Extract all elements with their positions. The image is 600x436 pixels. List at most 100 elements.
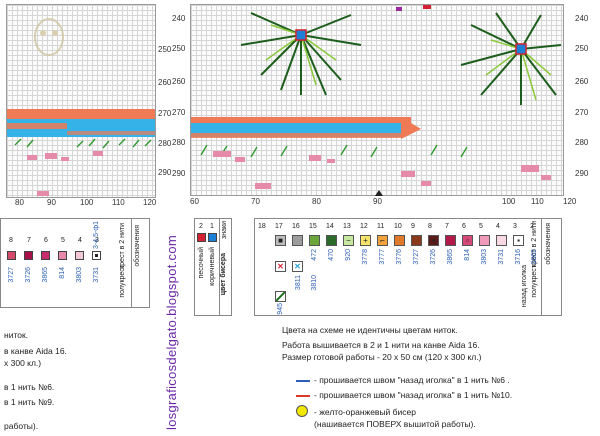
color-swatch — [24, 251, 33, 260]
note-line-3: Размер готовой работы - 20 х 50 см (120 … — [282, 352, 482, 362]
right-legend-code: 3716 — [515, 249, 522, 265]
bead-number: 1 — [210, 223, 214, 230]
right-legend-number: 7 — [445, 223, 449, 230]
bead-swatch-red — [197, 233, 206, 242]
left-legend-code: 3726 — [25, 267, 32, 283]
right-legend-extra-code: 945 — [277, 303, 284, 315]
right-legend-extra-code: 3811 — [295, 275, 302, 291]
symbol-swatch: + — [360, 235, 371, 246]
right-col-label: 110 — [531, 197, 544, 206]
red-backstitch-line — [296, 395, 310, 397]
right-row-label-left: 280 — [172, 138, 186, 147]
left-note-fragment: ниток. — [4, 330, 29, 340]
left-legend-number: 3 — [95, 237, 99, 244]
right-legend-number: 2 — [530, 223, 534, 230]
symbol-swatch — [326, 235, 337, 246]
left-row-label: 290 — [158, 168, 172, 177]
bead-legend-table: знаки цвет бисера 2 1 песочный коричневы… — [194, 218, 232, 316]
right-legend-number: 12 — [360, 223, 368, 230]
bead-legend-col1: знаки — [221, 221, 228, 239]
right-col-label: 90 — [373, 197, 382, 206]
right-legend-code: 3865 — [447, 249, 454, 265]
color-swatch — [75, 251, 84, 260]
left-legend-code: 3803 — [76, 267, 83, 283]
symbol-swatch — [292, 235, 303, 246]
symbol-swatch: ▪ — [428, 235, 439, 246]
color-swatch — [58, 251, 67, 260]
bead-label: коричневый — [209, 247, 216, 286]
right-row-label-left: 240 — [172, 14, 186, 23]
right-col-label: 120 — [563, 197, 577, 206]
right-legend-code: 3778 — [362, 249, 369, 265]
right-row-label-left: 270 — [172, 108, 186, 117]
right-legend-header: полукрест — [531, 265, 538, 298]
cross-symbol-blue: ✕ — [292, 261, 303, 272]
right-legend-number: 11 — [377, 223, 385, 230]
left-legend-code: 3727 — [8, 267, 15, 283]
color-swatch — [7, 251, 16, 260]
note-line-5: - прошивается швом "назад иголка" в 1 ни… — [314, 390, 513, 400]
right-legend-code: 3731 — [498, 249, 505, 265]
right-legend-number: 15 — [309, 223, 317, 230]
symbol-swatch — [394, 235, 405, 246]
symbol-swatch: − — [343, 235, 354, 246]
right-row-label-right: 270 — [575, 108, 589, 117]
left-legend-number: 6 — [44, 237, 48, 244]
right-legend-number: 4 — [496, 223, 500, 230]
left-col-label: 80 — [15, 198, 24, 207]
right-col-label: 70 — [251, 197, 260, 206]
blue-backstitch-line — [296, 380, 310, 382]
right-legend-number: 9 — [411, 223, 415, 230]
right-legend-code: 3777 — [379, 249, 386, 265]
right-chart-artwork — [191, 5, 562, 189]
symbol-swatch — [479, 235, 490, 246]
cross-symbol-red: ✕ — [275, 261, 286, 272]
backstitch-symbol — [275, 291, 286, 302]
right-col-label: 80 — [312, 197, 321, 206]
right-legend-number: 6 — [462, 223, 466, 230]
left-legend-header: обозначения — [134, 225, 141, 267]
right-row-label-left: 250 — [172, 44, 186, 53]
left-col-label: 120 — [143, 198, 157, 207]
right-legend-code: 3727 — [413, 249, 420, 265]
right-legend-code: 814 — [464, 249, 471, 261]
left-chart-grid — [6, 4, 156, 198]
symbol-swatch: ⌐ — [377, 235, 388, 246]
right-col-label: 100 — [502, 197, 516, 206]
symbol-swatch — [496, 235, 507, 246]
right-legend-number: 8 — [428, 223, 432, 230]
note-line-4: - прошивается швом "назад иголка" в 1 ни… — [314, 375, 510, 385]
left-row-label: 280 — [158, 139, 172, 148]
note-line-1: Цвета на схеме не идентичны цветам ниток… — [282, 325, 458, 335]
right-legend-code: 472 — [311, 249, 318, 261]
left-row-label: 260 — [158, 78, 172, 87]
right-row-label-right: 280 — [575, 138, 589, 147]
right-row-label-right: 260 — [575, 77, 589, 86]
left-chart-artwork — [7, 18, 155, 196]
right-legend-code: 470 — [328, 249, 335, 261]
right-legend-code: 920 — [345, 249, 352, 261]
left-note-fragment: х 300 кл.) — [4, 358, 42, 368]
right-legend-number: 10 — [394, 223, 402, 230]
right-legend-number: 5 — [479, 223, 483, 230]
left-legend-number: 7 — [27, 237, 31, 244]
right-row-label-right: 290 — [575, 169, 589, 178]
right-row-label-right: 240 — [575, 14, 589, 23]
right-legend-code: 3803 — [481, 249, 488, 265]
left-legend-code: 3731 — [93, 267, 100, 283]
left-note-fragment: в 1 нить №6. — [4, 382, 55, 392]
bead-legend-title: цвет бисера — [220, 253, 227, 296]
right-legend-number: 17 — [275, 223, 283, 230]
color-swatch — [41, 251, 50, 260]
right-legend-number: 16 — [292, 223, 300, 230]
left-note-fragment: работы). — [4, 421, 39, 431]
left-legend-partial: 3-4.5-ф1 — [93, 221, 100, 249]
left-note-fragment: в канве Aida 16. — [4, 346, 67, 356]
left-legend-number: 5 — [61, 237, 65, 244]
right-legend-code: 3776 — [396, 249, 403, 265]
left-legend-header: крест в 2 нити — [119, 223, 126, 269]
left-note-fragment: в 1 нить №9. — [4, 397, 55, 407]
left-legend-code: 814 — [59, 267, 66, 279]
color-swatch — [92, 251, 101, 260]
right-legend-number: 14 — [326, 223, 334, 230]
